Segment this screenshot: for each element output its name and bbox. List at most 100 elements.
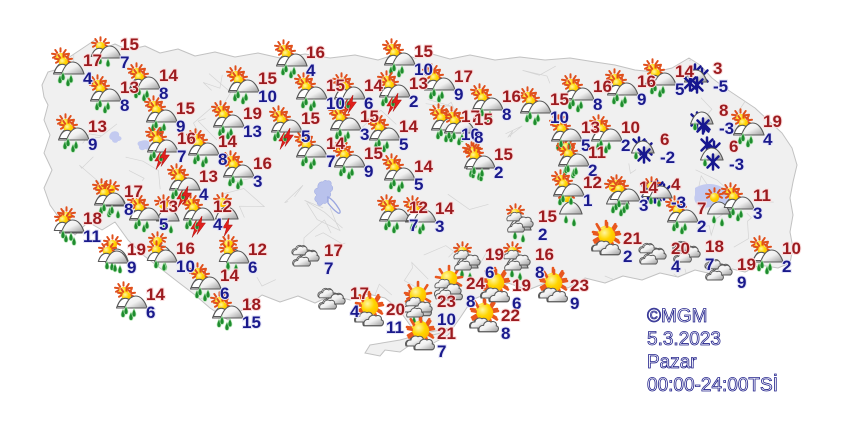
svg-text:15: 15 [242, 313, 261, 332]
svg-text:11: 11 [83, 227, 101, 246]
svg-text:13: 13 [159, 197, 178, 216]
svg-text:19: 19 [763, 112, 782, 131]
svg-text:17: 17 [454, 67, 473, 86]
svg-text:6: 6 [729, 137, 738, 156]
svg-text:8: 8 [593, 95, 602, 114]
svg-text:18: 18 [705, 237, 724, 256]
svg-text:10: 10 [621, 118, 640, 137]
svg-text:7: 7 [697, 199, 706, 218]
svg-text:8: 8 [474, 128, 483, 147]
svg-text:-5: -5 [713, 77, 728, 96]
svg-text:21: 21 [437, 324, 456, 343]
svg-text:3: 3 [435, 217, 444, 236]
svg-text:19: 19 [485, 245, 504, 264]
svg-text:6: 6 [485, 263, 494, 282]
svg-text:17: 17 [324, 241, 343, 260]
svg-text:9: 9 [364, 162, 373, 181]
svg-text:4: 4 [213, 215, 223, 234]
svg-text:16: 16 [306, 43, 325, 62]
svg-text:3: 3 [360, 125, 369, 144]
svg-text:23: 23 [437, 292, 456, 311]
svg-text:15: 15 [550, 90, 569, 109]
svg-text:19: 19 [243, 104, 262, 123]
svg-text:15: 15 [176, 99, 195, 118]
svg-text:10: 10 [782, 239, 801, 258]
svg-text:8: 8 [466, 292, 475, 311]
svg-text:24: 24 [466, 274, 485, 293]
svg-text:14: 14 [146, 285, 165, 304]
svg-text:12: 12 [409, 198, 428, 217]
svg-text:15: 15 [258, 69, 277, 88]
svg-text:9: 9 [637, 90, 646, 109]
svg-text:8: 8 [159, 84, 168, 103]
svg-text:9: 9 [127, 258, 136, 277]
svg-text:4: 4 [671, 175, 681, 194]
svg-text:12: 12 [248, 240, 267, 259]
svg-text:19: 19 [127, 240, 146, 259]
svg-text:2: 2 [697, 217, 706, 236]
svg-text:4: 4 [83, 69, 93, 88]
svg-text:19: 19 [512, 276, 531, 295]
svg-text:16: 16 [176, 239, 195, 258]
svg-text:8: 8 [218, 150, 227, 169]
svg-text:6: 6 [660, 130, 669, 149]
svg-text:8: 8 [120, 96, 129, 115]
svg-text:5: 5 [399, 135, 408, 154]
svg-text:15: 15 [120, 35, 139, 54]
svg-text:13: 13 [243, 122, 262, 141]
svg-text:3: 3 [639, 196, 648, 215]
svg-text:6: 6 [146, 303, 155, 322]
svg-text:4: 4 [306, 61, 316, 80]
svg-text:9: 9 [570, 294, 579, 313]
svg-text:21: 21 [623, 229, 642, 248]
svg-text:6: 6 [220, 284, 229, 303]
svg-text:2: 2 [623, 247, 632, 266]
svg-text:17: 17 [350, 284, 369, 303]
svg-text:15: 15 [360, 107, 379, 126]
svg-text:2: 2 [494, 163, 503, 182]
svg-text:13: 13 [409, 74, 428, 93]
svg-text:14: 14 [364, 76, 383, 95]
svg-text:7: 7 [409, 216, 418, 235]
svg-text:13: 13 [199, 167, 218, 186]
svg-text:8: 8 [124, 200, 133, 219]
svg-text:11: 11 [588, 143, 606, 162]
svg-text:14: 14 [675, 62, 694, 81]
svg-text:-3: -3 [719, 119, 734, 138]
svg-text:7: 7 [437, 342, 446, 361]
svg-text:18: 18 [242, 295, 261, 314]
svg-text:7: 7 [326, 152, 335, 171]
svg-text:15: 15 [326, 76, 345, 95]
svg-text:17: 17 [83, 51, 102, 70]
svg-text:4: 4 [199, 185, 209, 204]
svg-text:11: 11 [753, 186, 771, 205]
svg-text:22: 22 [501, 306, 520, 325]
svg-text:13: 13 [581, 118, 600, 137]
svg-text:7: 7 [324, 259, 333, 278]
svg-text:14: 14 [220, 266, 239, 285]
svg-text:5: 5 [414, 175, 423, 194]
svg-text:7: 7 [177, 147, 186, 166]
svg-text:20: 20 [671, 239, 690, 258]
svg-text:8: 8 [719, 101, 728, 120]
svg-text:12: 12 [583, 173, 602, 192]
svg-text:15: 15 [414, 42, 433, 61]
svg-text:13: 13 [120, 78, 139, 97]
svg-text:3: 3 [713, 59, 722, 78]
svg-text:15: 15 [494, 145, 513, 164]
svg-text:14: 14 [414, 157, 433, 176]
svg-text:1: 1 [583, 191, 592, 210]
svg-text:14: 14 [639, 178, 658, 197]
svg-text:15: 15 [364, 144, 383, 163]
svg-text:18: 18 [83, 209, 102, 228]
svg-text:10: 10 [550, 108, 569, 127]
svg-text:20: 20 [386, 300, 405, 319]
svg-text:8: 8 [502, 105, 511, 124]
svg-text:14: 14 [435, 199, 454, 218]
svg-text:14: 14 [218, 132, 237, 151]
svg-text:9: 9 [737, 273, 746, 292]
svg-text:5: 5 [675, 80, 684, 99]
svg-text:6: 6 [248, 258, 257, 277]
svg-text:14: 14 [159, 66, 178, 85]
svg-text:23: 23 [570, 276, 589, 295]
